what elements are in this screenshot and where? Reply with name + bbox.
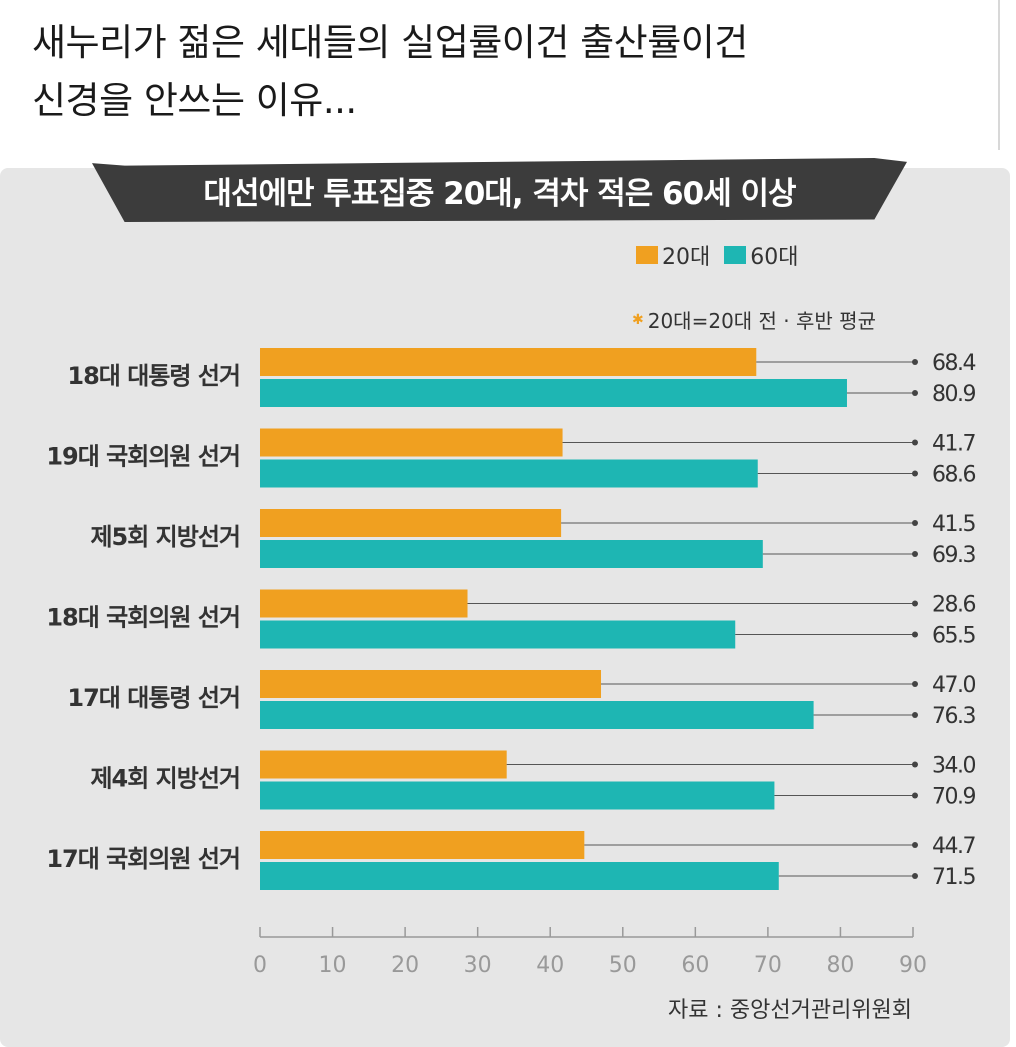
- data-label: 70.9: [932, 785, 975, 810]
- data-label: 65.5: [932, 624, 975, 649]
- data-label: 41.5: [932, 512, 975, 537]
- leader-dot: [912, 439, 918, 446]
- data-label: 44.7: [932, 834, 975, 859]
- leader-dot: [912, 520, 918, 526]
- bar: [260, 589, 468, 618]
- data-label: 28.6: [932, 593, 975, 618]
- legend-swatch-60s: [724, 246, 747, 264]
- data-label: 68.6: [932, 463, 975, 488]
- leader-dot: [912, 873, 918, 879]
- data-label: 76.3: [932, 704, 975, 729]
- chart-panel: [0, 168, 1010, 1047]
- bar: [260, 428, 563, 457]
- bar: [260, 750, 507, 779]
- category-label: 17대 국회의원 선거: [46, 845, 240, 873]
- legend-label-60s: 60대: [750, 245, 799, 270]
- category-label: 제4회 지방선거: [90, 765, 240, 793]
- x-tick-label: 50: [609, 953, 637, 978]
- x-tick-label: 90: [899, 953, 927, 978]
- x-tick-label: 20: [391, 953, 419, 978]
- bar: [260, 862, 779, 890]
- legend-item-20s: 20대: [636, 239, 710, 271]
- chart-note-text: 20대=20대 전 · 후반 평균: [647, 309, 876, 333]
- bar: [260, 670, 602, 698]
- chart-title-banner: 대선에만 투표집중 20대, 격차 적은 60세 이상: [92, 158, 907, 228]
- data-label: 47.0: [932, 673, 975, 698]
- leader-dot: [912, 761, 918, 768]
- leader-dot: [912, 681, 918, 687]
- bar: [260, 459, 758, 488]
- x-tick-label: 70: [754, 953, 782, 978]
- category-label: 제5회 지방선거: [90, 523, 240, 551]
- leader-dot: [912, 359, 918, 365]
- bar: [260, 831, 585, 859]
- chart-source: 자료 : 중앙선거관리위원회: [668, 998, 913, 1023]
- leader-dot: [912, 842, 918, 848]
- x-tick-label: 60: [681, 953, 709, 978]
- legend-label-20s: 20대: [662, 245, 711, 270]
- bar: [260, 620, 736, 649]
- legend-swatch-20s: [636, 246, 658, 264]
- leader-dot: [912, 792, 918, 799]
- leader-dot: [912, 600, 918, 607]
- leader-dot: [912, 551, 918, 557]
- x-tick-label: 0: [253, 953, 267, 978]
- bar: [260, 379, 847, 407]
- x-tick-label: 40: [536, 953, 564, 978]
- bar: [260, 781, 775, 810]
- bar: [260, 540, 763, 568]
- data-label: 68.4: [932, 351, 975, 376]
- data-label: 80.9: [932, 382, 975, 407]
- x-tick-label: 80: [826, 953, 854, 978]
- data-label: 34.0: [932, 754, 975, 779]
- legend-item-60s: 60대: [724, 239, 798, 271]
- bar: [260, 509, 562, 537]
- post-title: 새누리가 젊은 세대들의 실업률이건 출산률이건 신경을 안쓰는 이유...: [32, 14, 932, 130]
- bar: [260, 348, 757, 376]
- category-label: 19대 국회의원 선거: [46, 443, 240, 471]
- x-tick-label: 10: [319, 953, 347, 978]
- bar: [260, 701, 814, 729]
- data-label: 71.5: [932, 865, 975, 890]
- leader-dot: [912, 390, 918, 396]
- banner-background: [92, 158, 907, 222]
- x-tick-label: 30: [464, 953, 492, 978]
- chart-legend: 20대 60대: [636, 240, 798, 270]
- leader-dot: [912, 631, 918, 638]
- data-label: 41.7: [932, 432, 975, 457]
- leader-dot: [912, 470, 918, 477]
- data-label: 69.3: [932, 543, 975, 568]
- chart-note: ✱ 20대=20대 전 · 후반 평균: [632, 305, 876, 334]
- note-star-icon: ✱: [632, 311, 644, 328]
- chart-title: 대선에만 투표집중 20대, 격차 적은 60세 이상: [203, 175, 796, 212]
- leader-dot: [912, 712, 918, 718]
- post-title-line-2: 신경을 안쓰는 이유...: [32, 79, 357, 122]
- post-title-line-1: 새누리가 젊은 세대들의 실업률이건 출산률이건: [32, 21, 748, 64]
- category-label: 18대 대통령 선거: [67, 362, 240, 390]
- category-label: 17대 대통령 선거: [67, 684, 240, 712]
- category-label: 18대 국회의원 선거: [46, 604, 240, 632]
- scrollbar-track[interactable]: [998, 0, 1000, 150]
